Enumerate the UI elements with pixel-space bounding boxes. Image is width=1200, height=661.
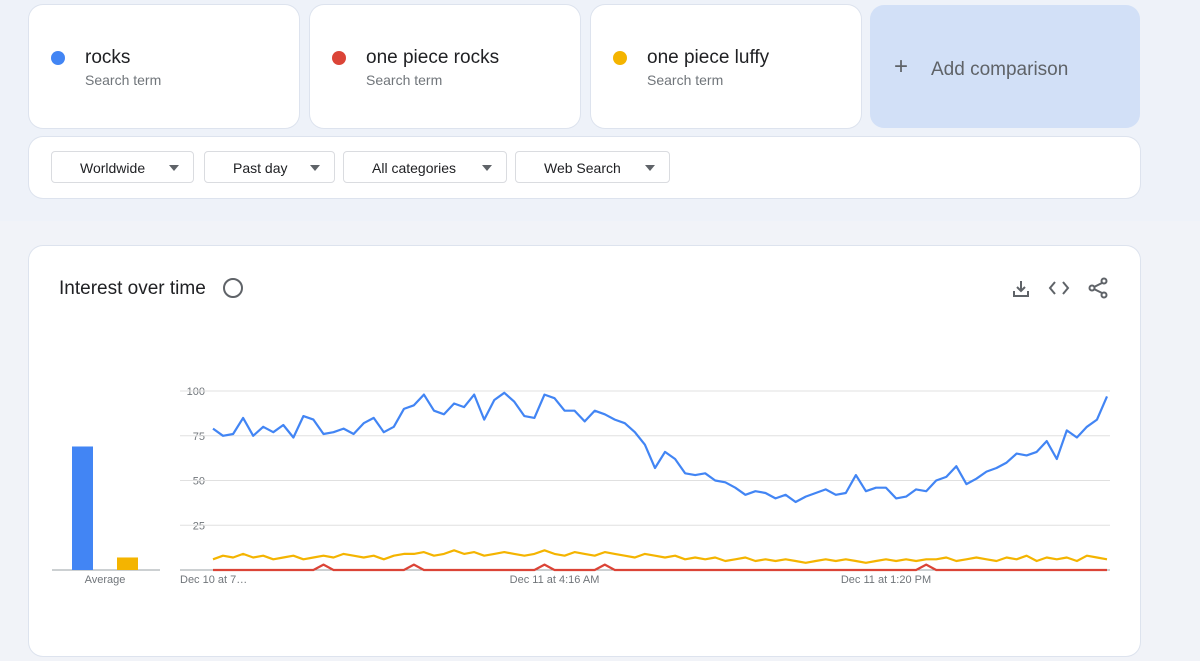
term-label: rocks <box>85 47 131 68</box>
filter-dropdown[interactable]: Web Search <box>515 151 670 183</box>
icons <box>223 277 1108 299</box>
term-dot <box>332 51 346 65</box>
add-comparison[interactable]: + Add comparison <box>870 5 1140 128</box>
term-label: one piece rocks <box>366 47 500 68</box>
filter-dropdown[interactable]: Worldwide <box>51 151 194 183</box>
share-icon[interactable] <box>1088 277 1108 299</box>
chart-card: Interest over time <box>29 246 1140 656</box>
plus-icon: + <box>894 53 909 80</box>
y-tick-label: 75 <box>193 431 205 443</box>
y-tick-label: 25 <box>193 520 205 532</box>
chart-title: Interest over time <box>59 278 206 299</box>
term-sublabel: Search term <box>85 72 162 88</box>
term-sublabel: Search term <box>647 72 724 88</box>
y-tick-label: 100 <box>187 386 205 398</box>
add-comparison-label: Add comparison <box>931 59 1069 80</box>
average-bar <box>117 557 138 570</box>
embed-icon[interactable] <box>1048 281 1070 295</box>
term-dot <box>613 51 627 65</box>
filter-bar: Worldwide Past day All categories Web Se… <box>29 137 1140 198</box>
x-tick-label: Average <box>85 574 126 586</box>
x-tick-label: Dec 11 at 1:20 PM <box>841 574 931 586</box>
download-icon[interactable] <box>1013 281 1029 297</box>
term-sublabel: Search term <box>366 72 443 88</box>
series-line <box>212 549 1108 564</box>
term-card[interactable]: rocks Search term <box>29 5 299 128</box>
term-label: one piece luffy <box>647 47 770 68</box>
series-line <box>212 391 1109 504</box>
filter-dropdown[interactable]: All categories <box>343 151 507 183</box>
help-icon[interactable] <box>223 278 243 298</box>
y-tick-label: 50 <box>193 476 205 488</box>
average-bar <box>72 446 93 570</box>
term-card[interactable]: one piece luffy Search term <box>591 5 861 128</box>
filter-dropdown[interactable]: Past day <box>204 151 335 183</box>
x-tick-label: Dec 11 at 4:16 AM <box>510 574 600 586</box>
series-line <box>213 563 1107 572</box>
x-tick-label: Dec 10 at 7… <box>180 574 247 586</box>
term-dot <box>51 51 65 65</box>
term-card[interactable]: one piece rocks Search term <box>310 5 580 128</box>
